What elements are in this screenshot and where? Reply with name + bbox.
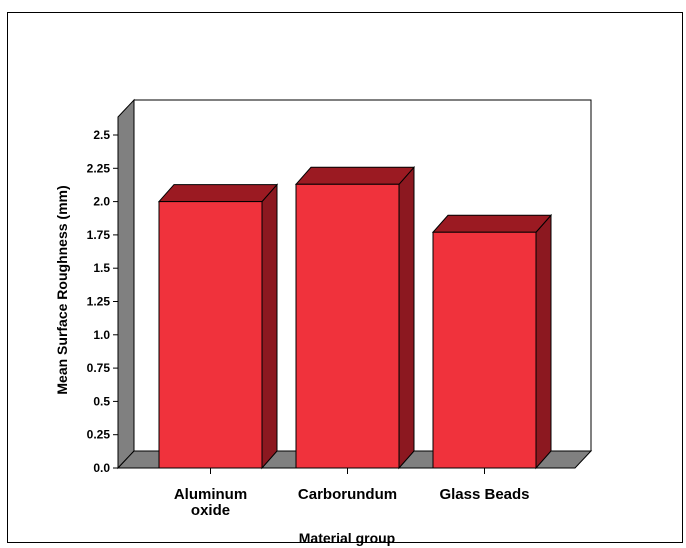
x-tick-label-line: Aluminum (174, 486, 247, 503)
bar-glass-beads (431, 213, 553, 470)
x-tick-label-line: oxide (191, 502, 230, 519)
y-axis-label: Mean Surface Roughness (mm) (54, 185, 70, 394)
bar-side (535, 213, 552, 470)
x-tick-label: Carborundum (298, 486, 397, 503)
y-tick-label: 2.25 (87, 161, 111, 175)
bar-side (261, 183, 278, 470)
x-tick-label-line: Carborundum (298, 486, 397, 503)
x-tick-label: Aluminum oxide (174, 486, 247, 519)
bar-aluminum-oxide (157, 183, 279, 470)
y-tick-label: 0.75 (87, 361, 111, 375)
bars (157, 165, 553, 470)
y-tick-label: 1.75 (87, 228, 111, 242)
left-wall (117, 98, 135, 470)
bar-front (432, 231, 537, 469)
bar-side (398, 165, 415, 470)
y-axis-ticks: 0.0 0.25 0.5 0.75 1.0 1.25 1.5 1.75 2.0 2.25 2.5 (87, 128, 118, 475)
bar-front (295, 183, 400, 469)
y-tick-label: 2.0 (93, 195, 110, 209)
bar-front (158, 201, 263, 469)
bar-top (294, 166, 416, 185)
y-tick-label: 0.25 (87, 428, 111, 442)
y-tick-label: 1.25 (87, 295, 111, 309)
y-tick-label: 0.5 (93, 394, 110, 408)
y-tick-label: 2.5 (93, 128, 110, 142)
y-tick-label: 1.5 (93, 261, 110, 275)
bar-top (431, 214, 553, 233)
x-axis-label: Material group (299, 530, 395, 546)
y-tick-label: 0.0 (93, 461, 110, 475)
y-tick-label: 1.0 (93, 328, 110, 342)
x-tick-label: Glass Beads (439, 486, 529, 503)
bar-carborundum (294, 165, 416, 470)
x-tick-label-line: Glass Beads (439, 486, 529, 503)
bar-top (157, 184, 279, 203)
x-axis-ticks: Aluminum oxide Carborundum Glass Beads (174, 468, 530, 519)
